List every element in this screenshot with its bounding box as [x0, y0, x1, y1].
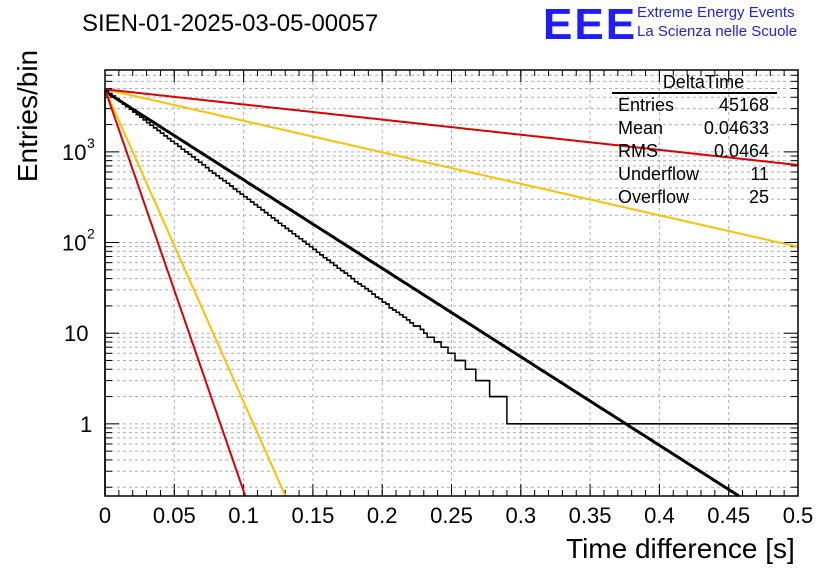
logo-text: Extreme Energy Events La Scienza nelle S…	[637, 3, 797, 41]
x-tick-label: 0.05	[153, 503, 196, 528]
y-axis-label: Entries/bin	[12, 49, 43, 183]
fit-curves	[104, 88, 799, 498]
logo-line-1: Extreme Energy Events	[637, 4, 795, 21]
y-tick-label: 1	[80, 412, 92, 437]
chart-title: SIEN-01-2025-03-05-00057	[82, 10, 379, 37]
stats-row: Mean 0.04633	[618, 118, 769, 138]
stats-row: RMS 0.0464	[618, 141, 769, 161]
curve-bound-fast-yellow	[104, 88, 287, 497]
eee-logo: EEE	[543, 0, 638, 49]
stats-box: DeltaTime Entries 45168 Mean 0.04633 RMS 0.…	[612, 72, 777, 209]
x-tick-label: 0.45	[707, 503, 750, 528]
x-tick-label: 0.15	[291, 503, 334, 528]
plot-frame	[104, 69, 799, 497]
x-tick-label: 0.25	[430, 503, 473, 528]
histogram-bars	[104, 90, 798, 496]
x-tick-label: 0	[99, 503, 111, 528]
stats-row: Underflow 11	[618, 164, 769, 184]
stats-row: Overflow 25	[618, 187, 769, 207]
curve-bound-slow-yellow	[104, 88, 799, 248]
curve-bound-slow-red	[104, 88, 799, 166]
x-tick-label: 0.35	[569, 503, 612, 528]
stats-row: Entries 45168	[618, 95, 769, 115]
stats-title: DeltaTime	[612, 72, 777, 94]
y-tick-exponent: 2	[87, 226, 95, 242]
y-tick-exponent: 3	[87, 135, 95, 151]
curve-bound-fast-red	[104, 88, 247, 497]
x-tick-label: 0.4	[644, 503, 675, 528]
x-axis-label: Time difference [s]	[566, 533, 795, 564]
x-tick-label: 0.2	[367, 503, 398, 528]
x-tick-label: 0.1	[228, 503, 259, 528]
curve-fit	[104, 90, 740, 498]
axis-tick-labels: 0 0.05 0.1 0.15 0.2 0.25 0.3 0.35 0.4 0.45 0.510 31…	[62, 135, 813, 528]
y-tick-label: 10	[62, 231, 86, 256]
y-tick-label: 10	[64, 321, 88, 346]
grid-lines	[105, 69, 798, 496]
y-tick-label: 10	[62, 140, 86, 165]
logo-line-2: La Scienza nelle Scuole	[637, 23, 798, 40]
x-tick-label: 0.3	[506, 503, 537, 528]
x-tick-label: 0.5	[783, 503, 814, 528]
